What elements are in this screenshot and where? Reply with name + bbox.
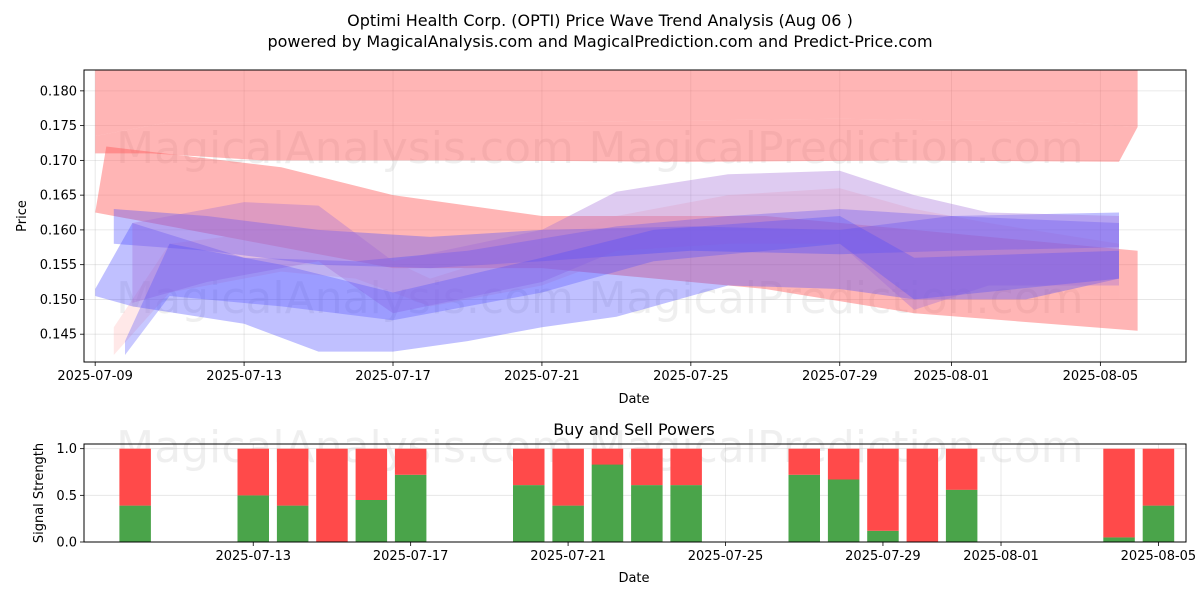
sell-power-bar	[276, 448, 309, 506]
sell-power-bar	[1103, 448, 1135, 538]
signal-x-tick-label: 2025-07-13	[215, 549, 291, 564]
signal-x-tick-label: 2025-08-01	[963, 549, 1039, 564]
buy-power-bar	[788, 474, 820, 542]
sell-power-bar	[394, 448, 427, 475]
signal-y-tick-label: 1.0	[56, 442, 77, 457]
signal-x-label: Date	[618, 571, 649, 586]
signal-x-tick-label: 2025-07-17	[373, 549, 449, 564]
price-wave-band-8	[125, 216, 1119, 355]
price-y-tick-label: 0.160	[40, 223, 77, 238]
price-x-tick-label: 2025-07-17	[355, 369, 431, 384]
chart-title-line1: Optimi Health Corp. (OPTI) Price Wave Tr…	[347, 11, 853, 30]
buy-power-bar	[394, 474, 427, 542]
sell-power-bar	[316, 448, 348, 542]
buy-power-bar	[276, 505, 309, 542]
buy-power-bar	[355, 500, 388, 542]
price-watermarks: MagicalAnalysis.com MagicalPrediction.co…	[116, 123, 1083, 324]
price-wave-band-1	[95, 118, 1138, 162]
chart-title-line2: powered by MagicalAnalysis.com and Magic…	[267, 32, 932, 51]
sell-power-bar	[591, 448, 624, 465]
signal-y-label: Signal Strength	[32, 443, 47, 543]
price-x-tick-label: 2025-08-05	[1063, 369, 1139, 384]
price-wave-bands	[95, 70, 1138, 355]
price-x-tick-label: 2025-07-21	[504, 369, 580, 384]
price-y-tick-label: 0.175	[40, 119, 77, 134]
signal-x-ticks: 2025-07-13 2025-07-17 2025-07-21 2025-07-25…	[215, 542, 1196, 564]
buy-power-bar	[237, 495, 269, 542]
sell-power-bar	[827, 448, 860, 480]
buy-power-bar	[670, 485, 702, 542]
price-y-tick-label: 0.155	[40, 258, 77, 273]
signal-plot: MagicalAnalysis.com MagicalPrediction.co…	[32, 422, 1196, 586]
sell-power-bar	[906, 448, 939, 542]
price-wave-band-4	[113, 188, 1120, 355]
price-x-label: Date	[618, 392, 649, 407]
signal-x-tick-label: 2025-07-29	[845, 549, 921, 564]
watermark-2: MagicalPrediction.com	[589, 123, 1084, 174]
buy-power-bar	[1142, 505, 1175, 542]
signal-y-ticks: 0.0 0.5 1.0	[56, 442, 84, 551]
price-plot-frame	[83, 69, 1187, 363]
sell-power-bar	[945, 448, 978, 490]
signal-chart-title: Buy and Sell Powers	[553, 420, 715, 439]
price-x-tick-label: 2025-08-01	[914, 369, 990, 384]
sell-power-bar	[631, 448, 663, 486]
sell-power-bar	[237, 448, 269, 496]
price-y-ticks: 0.145 0.150 0.155 0.160 0.165 0.170 0.175 0.180	[40, 84, 84, 343]
buy-power-bar	[945, 489, 978, 542]
price-y-tick-label: 0.165	[40, 189, 77, 204]
signal-y-tick-label: 0.0	[56, 536, 77, 551]
price-y-tick-label: 0.145	[40, 328, 77, 343]
buy-power-bar	[591, 464, 624, 542]
signal-x-tick-label: 2025-07-21	[530, 549, 606, 564]
price-wave-band-7	[132, 170, 1119, 314]
price-x-tick-label: 2025-07-29	[802, 369, 878, 384]
sell-power-bar	[513, 448, 545, 486]
watermark-1: MagicalAnalysis.com	[116, 123, 574, 174]
sell-power-bar	[552, 448, 584, 506]
signal-bars	[119, 448, 1175, 542]
buy-power-bar	[119, 505, 151, 542]
price-y-label: Price	[15, 200, 30, 232]
price-y-tick-label: 0.150	[40, 293, 77, 308]
price-x-tick-label: 2025-07-13	[206, 369, 282, 384]
signal-plot-frame	[83, 443, 1187, 543]
price-y-tick-label: 0.170	[40, 154, 77, 169]
price-wave-band-2	[95, 70, 1138, 136]
buy-power-bar	[827, 479, 860, 542]
buy-power-bar	[867, 530, 899, 542]
price-plot: MagicalAnalysis.com MagicalPrediction.co…	[15, 69, 1187, 407]
watermark-4: MagicalPrediction.com	[589, 273, 1084, 324]
price-wave-band-3	[95, 146, 1138, 331]
buy-power-bar	[552, 505, 584, 542]
signal-x-tick-label: 2025-07-25	[688, 549, 764, 564]
price-grid	[84, 70, 1186, 362]
signal-y-tick-label: 0.5	[56, 489, 77, 504]
sell-power-bar	[1142, 448, 1175, 506]
sell-power-bar	[355, 448, 388, 500]
price-y-tick-label: 0.180	[40, 84, 77, 99]
price-x-tick-label: 2025-07-25	[653, 369, 729, 384]
price-wave-band-5	[95, 209, 1119, 352]
price-wave-band-6	[113, 209, 1120, 269]
sell-power-bar	[119, 448, 151, 506]
signal-x-tick-label: 2025-08-05	[1121, 549, 1197, 564]
price-plot-background	[84, 70, 1186, 362]
watermark-3: MagicalAnalysis.com	[116, 273, 574, 324]
buy-power-bar	[513, 485, 545, 542]
buy-power-bar	[631, 485, 663, 542]
sell-power-bar	[867, 448, 899, 531]
price-x-tick-label: 2025-07-09	[57, 369, 133, 384]
sell-power-bar	[670, 448, 702, 486]
price-x-ticks: 2025-07-09 2025-07-13 2025-07-17 2025-07-21…	[57, 362, 1138, 384]
buy-power-bar	[1103, 537, 1135, 542]
sell-power-bar	[788, 448, 820, 475]
